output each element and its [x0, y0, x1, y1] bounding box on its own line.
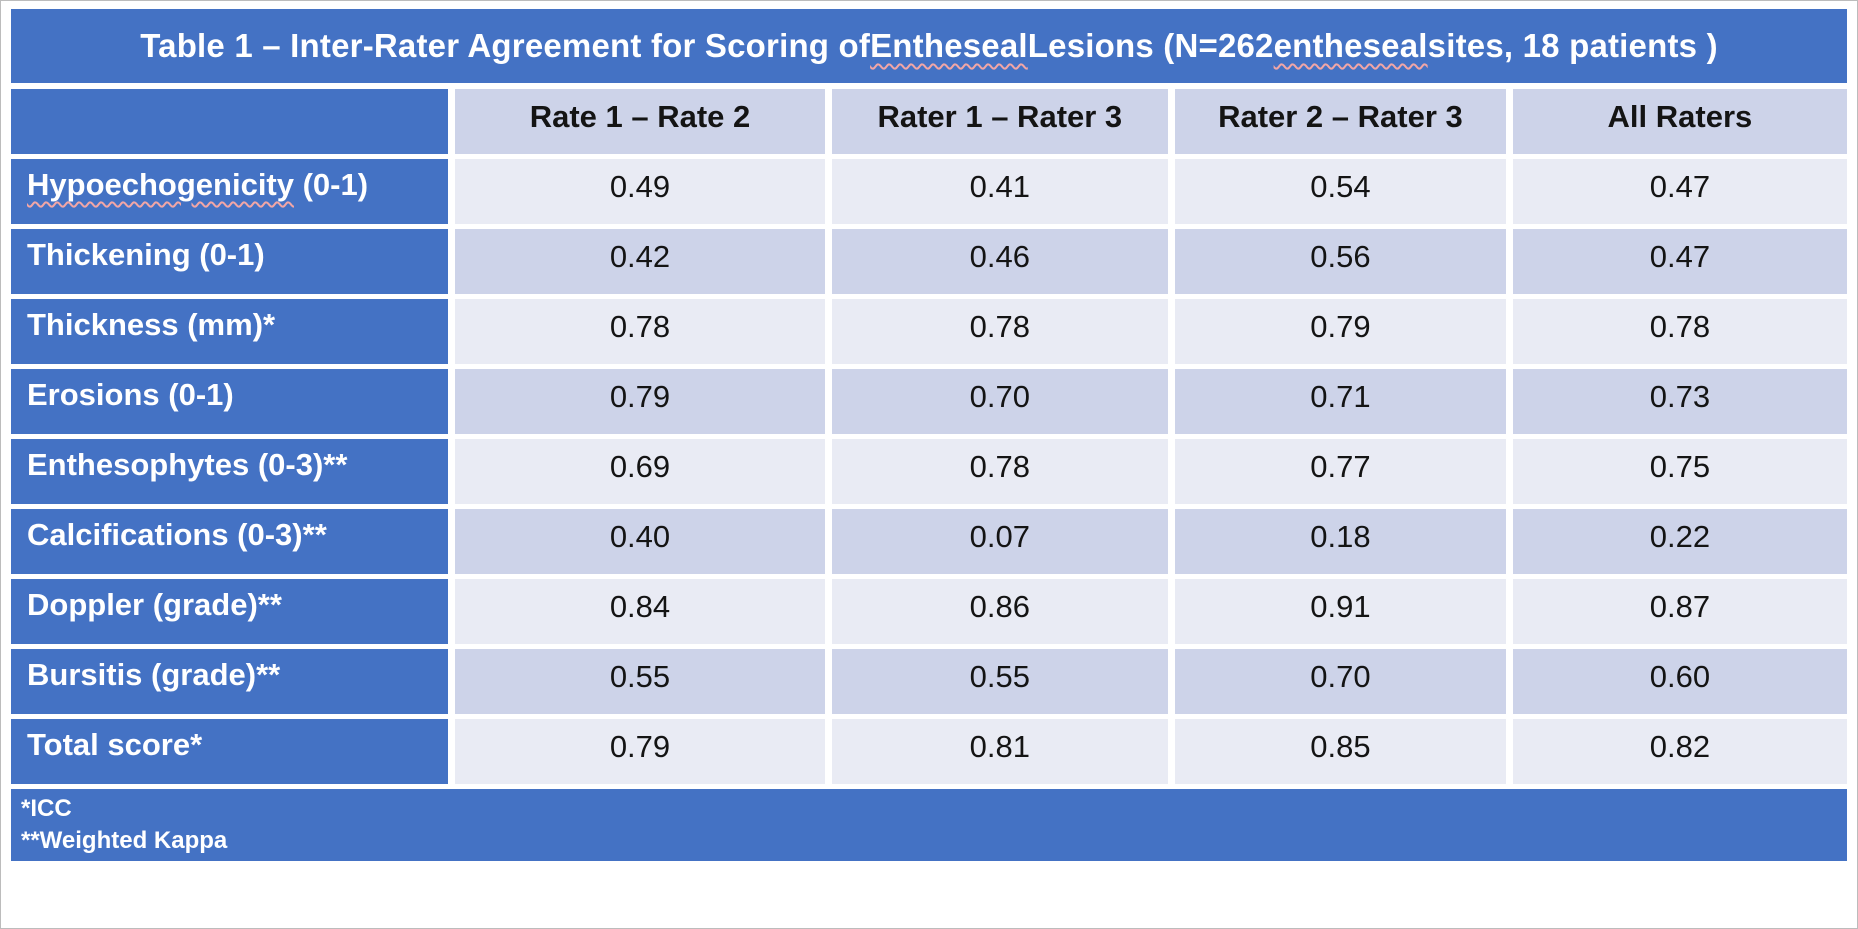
value-cell: 0.79 — [455, 719, 832, 789]
row-label: Erosions (0-1) — [11, 369, 456, 439]
misspelled-word: Hypoechogenicity — [27, 167, 294, 202]
value-cell: 0.70 — [831, 369, 1175, 439]
value-cell: 0.85 — [1175, 719, 1513, 789]
column-header-rate1-rate2: Rate 1 – Rate 2 — [455, 89, 832, 159]
value-cell: 0.46 — [831, 229, 1175, 299]
value-cell: 0.18 — [1175, 509, 1513, 579]
value-cell: 0.41 — [831, 159, 1175, 229]
value-cell: 0.69 — [455, 439, 832, 509]
value-cell: 0.73 — [1512, 369, 1847, 439]
table-title: Table 1 – Inter-Rater Agreement for Scor… — [11, 9, 1847, 83]
footnote-weighted-kappa: **Weighted Kappa — [21, 826, 228, 854]
value-cell: 0.56 — [1175, 229, 1513, 299]
row-label: Thickening (0-1) — [11, 229, 456, 299]
value-cell: 0.86 — [831, 579, 1175, 649]
value-cell: 0.54 — [1175, 159, 1513, 229]
misspelled-word: entheseal — [1273, 27, 1428, 64]
row-label: Calcifications (0-3)** — [11, 509, 456, 579]
value-cell: 0.87 — [1512, 579, 1847, 649]
value-cell: 0.75 — [1512, 439, 1847, 509]
row-label: Total score* — [11, 719, 456, 789]
agreement-table: Rate 1 – Rate 2 Rater 1 – Rater 3 Rater … — [11, 89, 1847, 789]
value-cell: 0.60 — [1512, 649, 1847, 719]
corner-cell — [11, 89, 456, 159]
value-cell: 0.79 — [455, 369, 832, 439]
table-row: Hypoechogenicity (0-1) 0.49 0.41 0.54 0.47 — [11, 159, 1847, 229]
value-cell: 0.55 — [831, 649, 1175, 719]
value-cell: 0.70 — [1175, 649, 1513, 719]
value-cell: 0.42 — [455, 229, 832, 299]
row-label: Doppler (grade)** — [11, 579, 456, 649]
table-row: Erosions (0-1) 0.79 0.70 0.71 0.73 — [11, 369, 1847, 439]
value-cell: 0.78 — [455, 299, 832, 369]
value-cell: 0.79 — [1175, 299, 1513, 369]
table-row: Enthesophytes (0-3)** 0.69 0.78 0.77 0.75 — [11, 439, 1847, 509]
table-row: Calcifications (0-3)** 0.40 0.07 0.18 0.22 — [11, 509, 1847, 579]
table-row: Doppler (grade)** 0.84 0.86 0.91 0.87 — [11, 579, 1847, 649]
row-label: Hypoechogenicity (0-1) — [11, 159, 456, 229]
value-cell: 0.55 — [455, 649, 832, 719]
value-cell: 0.78 — [831, 439, 1175, 509]
value-cell: 0.77 — [1175, 439, 1513, 509]
value-cell: 0.81 — [831, 719, 1175, 789]
value-cell: 0.40 — [455, 509, 832, 579]
value-cell: 0.78 — [1512, 299, 1847, 369]
value-cell: 0.47 — [1512, 229, 1847, 299]
table-row: Thickening (0-1) 0.42 0.46 0.56 0.47 — [11, 229, 1847, 299]
footnote-icc: *ICC — [21, 795, 72, 822]
column-header-rater1-rater3: Rater 1 – Rater 3 — [831, 89, 1175, 159]
column-header-all-raters: All Raters — [1512, 89, 1847, 159]
value-cell: 0.07 — [831, 509, 1175, 579]
value-cell: 0.82 — [1512, 719, 1847, 789]
misspelled-word: Entheseal — [870, 27, 1028, 64]
value-cell: 0.71 — [1175, 369, 1513, 439]
column-header-rater2-rater3: Rater 2 – Rater 3 — [1175, 89, 1513, 159]
row-label: Enthesophytes (0-3)** — [11, 439, 456, 509]
row-label: Thickness (mm)* — [11, 299, 456, 369]
value-cell: 0.84 — [455, 579, 832, 649]
header-row: Rate 1 – Rate 2 Rater 1 – Rater 3 Rater … — [11, 89, 1847, 159]
table-row: Thickness (mm)* 0.78 0.78 0.79 0.78 — [11, 299, 1847, 369]
table-row: Bursitis (grade)** 0.55 0.55 0.70 0.60 — [11, 649, 1847, 719]
value-cell: 0.49 — [455, 159, 832, 229]
table-row: Total score* 0.79 0.81 0.85 0.82 — [11, 719, 1847, 789]
row-label: Bursitis (grade)** — [11, 649, 456, 719]
value-cell: 0.78 — [831, 299, 1175, 369]
footnotes-bar: *ICC **Weighted Kappa — [11, 789, 1847, 861]
value-cell: 0.22 — [1512, 509, 1847, 579]
value-cell: 0.47 — [1512, 159, 1847, 229]
value-cell: 0.91 — [1175, 579, 1513, 649]
